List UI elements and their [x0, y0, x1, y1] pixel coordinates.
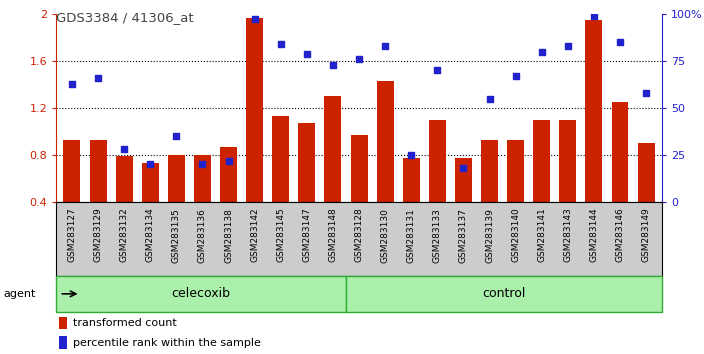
Text: GSM283149: GSM283149	[641, 208, 650, 262]
Bar	[455, 158, 472, 202]
Text: GSM283141: GSM283141	[537, 208, 546, 262]
Text: GSM283140: GSM283140	[511, 208, 520, 262]
Bar	[481, 139, 498, 202]
Bar	[560, 120, 577, 202]
Point	[641, 90, 652, 96]
Bar	[89, 139, 106, 202]
Bar	[56, 276, 346, 312]
Bar	[220, 147, 237, 202]
Bar	[194, 155, 211, 202]
Bar	[59, 336, 67, 349]
Text: GSM283145: GSM283145	[276, 208, 285, 262]
Text: GSM283146: GSM283146	[615, 208, 624, 262]
Text: GSM283132: GSM283132	[120, 208, 129, 262]
Point	[118, 147, 130, 152]
Bar	[59, 316, 67, 329]
Point	[458, 165, 469, 171]
Bar	[638, 143, 655, 202]
Point	[275, 41, 287, 47]
Text: GSM283129: GSM283129	[94, 208, 103, 262]
Point	[432, 68, 443, 73]
Point	[562, 43, 574, 49]
Text: GSM283135: GSM283135	[172, 208, 181, 263]
Text: GDS3384 / 41306_at: GDS3384 / 41306_at	[56, 11, 194, 24]
Point	[510, 73, 521, 79]
Point	[615, 40, 626, 45]
Bar	[403, 158, 420, 202]
Bar	[377, 81, 394, 202]
Point	[301, 51, 313, 56]
Text: GSM283148: GSM283148	[329, 208, 337, 262]
Text: transformed count: transformed count	[73, 318, 177, 328]
Bar	[429, 120, 446, 202]
Point	[406, 152, 417, 158]
Point	[589, 13, 600, 19]
Bar	[246, 18, 263, 202]
Text: GSM283143: GSM283143	[563, 208, 572, 262]
Text: GSM283128: GSM283128	[355, 208, 363, 262]
Bar	[346, 276, 662, 312]
Text: celecoxib: celecoxib	[172, 287, 231, 300]
Text: control: control	[482, 287, 525, 300]
Point	[484, 96, 495, 101]
Bar	[272, 116, 289, 202]
Point	[66, 81, 77, 86]
Point	[249, 16, 260, 22]
Point	[353, 56, 365, 62]
Text: agent: agent	[4, 289, 36, 299]
Bar	[586, 20, 603, 202]
Point	[223, 158, 234, 163]
Bar	[298, 123, 315, 202]
Text: GSM283137: GSM283137	[459, 208, 468, 263]
Text: GSM283147: GSM283147	[302, 208, 311, 262]
Bar	[325, 96, 341, 202]
Point	[327, 62, 339, 68]
Text: GSM283130: GSM283130	[381, 208, 389, 263]
Bar	[142, 163, 158, 202]
Text: GSM283139: GSM283139	[485, 208, 494, 263]
Point	[92, 75, 103, 81]
Bar	[533, 120, 551, 202]
Bar	[168, 155, 185, 202]
Text: GSM283131: GSM283131	[407, 208, 416, 263]
Bar	[115, 156, 132, 202]
Point	[536, 49, 547, 55]
Text: GSM283127: GSM283127	[68, 208, 77, 262]
Text: GSM283136: GSM283136	[198, 208, 207, 263]
Point	[379, 43, 391, 49]
Text: GSM283134: GSM283134	[146, 208, 155, 262]
Bar	[351, 135, 367, 202]
Text: GSM283138: GSM283138	[224, 208, 233, 263]
Text: percentile rank within the sample: percentile rank within the sample	[73, 337, 261, 348]
Bar	[63, 139, 80, 202]
Text: GSM283142: GSM283142	[250, 208, 259, 262]
Bar	[507, 139, 524, 202]
Point	[171, 133, 182, 139]
Point	[197, 161, 208, 167]
Bar	[612, 102, 629, 202]
Text: GSM283144: GSM283144	[589, 208, 598, 262]
Text: GSM283133: GSM283133	[433, 208, 442, 263]
Point	[144, 161, 156, 167]
